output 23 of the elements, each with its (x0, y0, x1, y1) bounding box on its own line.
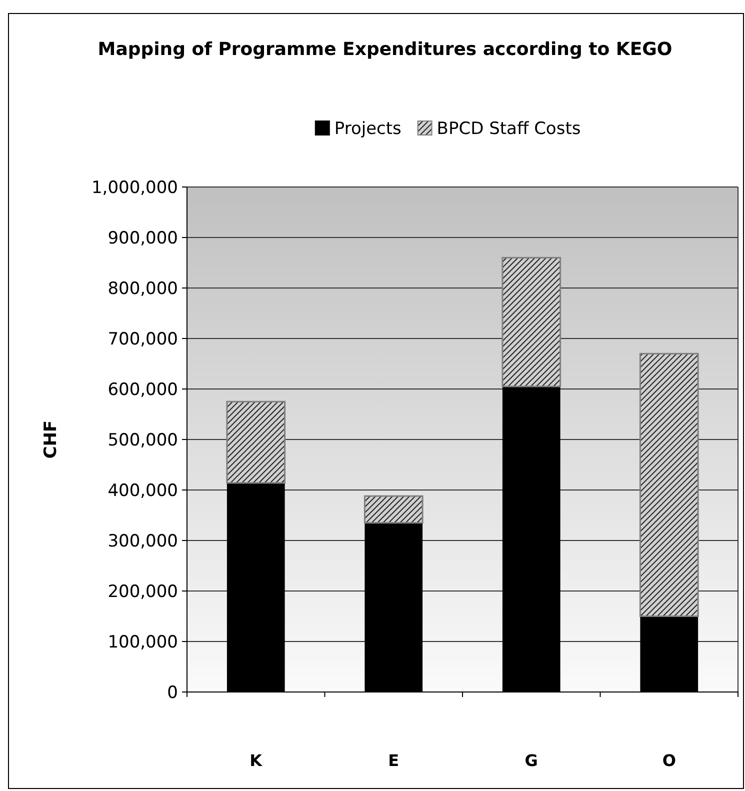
x-tick-label: K (250, 751, 263, 770)
bar (364, 495, 424, 524)
y-tick-label: 700,000 (108, 329, 178, 350)
bar (226, 400, 286, 484)
y-tick-label: 600,000 (108, 380, 178, 400)
y-tick-label: 800,000 (108, 278, 178, 299)
y-tick-label: 400,000 (108, 480, 178, 501)
x-tick-label: O (662, 751, 676, 770)
y-tick-label: 300,000 (108, 531, 178, 552)
bar (639, 352, 699, 617)
y-tick-label: 900,000 (108, 228, 178, 248)
y-tick-label: 1,000,000 (91, 178, 178, 198)
x-tick-label: G (524, 751, 538, 770)
y-tick-label: 200,000 (108, 582, 178, 602)
y-tick-label: 100,000 (108, 632, 178, 652)
bar (502, 256, 562, 388)
chart-title: Mapping of Programme Expenditures according to KEGO (98, 39, 672, 60)
legend-label: BPCD Staff Costs (436, 119, 581, 139)
legend-label: Projects (334, 119, 402, 139)
x-tick-label: E (388, 751, 400, 770)
y-axis-title: CHF (41, 420, 61, 459)
y-tick-label: 500,000 (108, 430, 178, 450)
y-tick-label: 0 (167, 682, 178, 703)
